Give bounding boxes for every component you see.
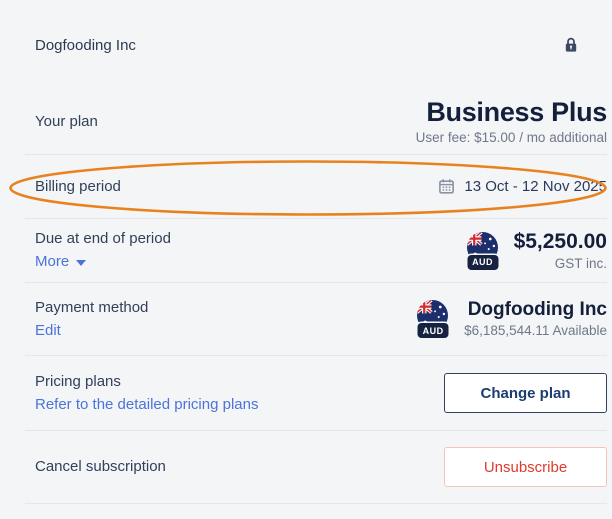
- plan-name: Business Plus: [426, 97, 607, 127]
- company-name: Dogfooding Inc: [35, 36, 136, 54]
- billing-period-value-group: 13 Oct - 12 Nov 2025: [438, 178, 607, 195]
- payment-balance: $6,185,544.11 Available: [464, 323, 607, 338]
- billing-period-label: Billing period: [35, 177, 121, 195]
- plan-user-fee: User fee: $15.00 / mo additional: [415, 130, 607, 145]
- due-tax-note: GST inc.: [554, 255, 607, 271]
- billing-period-value: 13 Oct - 12 Nov 2025: [464, 178, 607, 195]
- pricing-plans-link[interactable]: Refer to the detailed pricing plans: [35, 395, 258, 415]
- header: Dogfooding Inc: [25, 0, 607, 90]
- payment-method-label: Payment method: [35, 298, 149, 316]
- payment-method-row: Payment method Edit: [25, 283, 607, 356]
- cancel-subscription-label: Cancel subscription: [35, 458, 166, 475]
- more-button[interactable]: More: [35, 252, 171, 272]
- due-row: Due at end of period More: [25, 219, 607, 283]
- aud-currency-badge: AUD: [465, 231, 501, 270]
- change-plan-button[interactable]: Change plan: [444, 373, 607, 413]
- your-plan-row: Your plan Business Plus User fee: $15.00…: [25, 90, 607, 155]
- pricing-plans-row: Pricing plans Refer to the detailed pric…: [25, 356, 607, 431]
- due-label: Due at end of period: [35, 230, 171, 247]
- currency-label: AUD: [417, 323, 449, 338]
- pricing-plans-link-label: Refer to the detailed pricing plans: [35, 395, 259, 413]
- calendar-icon: [438, 178, 455, 195]
- pricing-plans-label: Pricing plans: [35, 372, 121, 390]
- aud-currency-badge: AUD: [415, 300, 451, 338]
- currency-label: AUD: [467, 254, 499, 270]
- edit-link-label: Edit: [35, 321, 61, 339]
- due-amount: $5,250.00: [513, 229, 607, 253]
- edit-link[interactable]: Edit: [35, 321, 148, 341]
- payment-account-name: Dogfooding Inc: [467, 299, 607, 320]
- your-plan-label: Your plan: [35, 113, 98, 130]
- lock-icon[interactable]: [564, 37, 578, 53]
- unsubscribe-button[interactable]: Unsubscribe: [444, 447, 607, 487]
- more-button-label: More: [35, 253, 70, 270]
- billing-period-row: Billing period 13 Oct - 12 Nov 2025: [25, 155, 607, 219]
- caret-down-icon: [76, 260, 87, 266]
- cancel-subscription-row: Cancel subscription Unsubscribe: [25, 431, 607, 504]
